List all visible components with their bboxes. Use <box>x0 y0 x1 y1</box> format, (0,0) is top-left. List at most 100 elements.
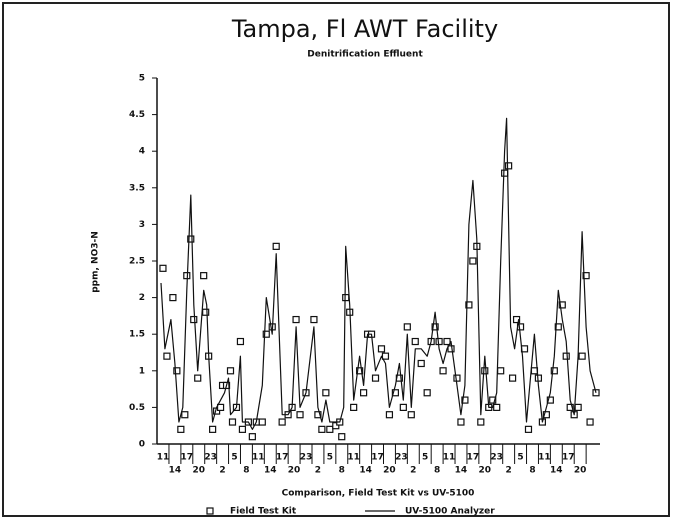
kit-marker <box>226 367 235 375</box>
legend-marker <box>206 507 214 515</box>
x-tick-label: 8 <box>339 466 345 476</box>
x-tick-label: 2 <box>505 466 511 476</box>
kit-marker <box>550 367 558 375</box>
y-tick-label: 2 <box>139 293 145 303</box>
x-tick-label: 11 <box>157 453 170 463</box>
kit-marker <box>447 345 455 353</box>
kit-marker <box>377 345 386 353</box>
kit-marker <box>439 367 447 375</box>
chart-subtitle: Denitrification Effluent <box>307 50 423 60</box>
x-tick-label: 23 <box>395 453 408 463</box>
kit-marker <box>461 396 469 404</box>
y-tick-label: 0 <box>139 440 145 450</box>
kit-marker <box>238 425 247 433</box>
y-axis-label: ppm, NO3-N <box>91 231 101 293</box>
x-tick-label: 20 <box>479 466 492 476</box>
kit-marker <box>403 323 411 331</box>
kit-marker <box>200 272 208 280</box>
x-tick-label: 17 <box>562 453 575 463</box>
x-tick-label: 20 <box>383 466 396 476</box>
kit-marker <box>399 403 407 411</box>
kit-marker <box>562 352 570 360</box>
kit-marker <box>173 367 181 375</box>
x-tick-label: 14 <box>455 466 468 476</box>
y-tick-label: 1 <box>139 366 145 376</box>
kit-marker <box>296 411 304 419</box>
kit-marker <box>443 337 451 346</box>
x-tick-label: 14 <box>359 466 372 476</box>
x-axis-label: Comparison, Field Test Kit vs UV-5100 <box>282 489 475 499</box>
kit-marker <box>469 257 477 265</box>
kit-marker <box>558 301 566 309</box>
kit-marker <box>342 294 350 302</box>
x-tick-label: 8 <box>529 466 535 476</box>
y-tick-label: 2.5 <box>129 257 145 267</box>
x-tick-label: 5 <box>517 453 523 463</box>
x-tick-label: 11 <box>443 453 456 463</box>
analyzer-line <box>160 117 597 430</box>
kit-marker <box>481 367 489 375</box>
x-tick-label: 20 <box>288 466 301 476</box>
x-tick-label: 17 <box>276 453 289 463</box>
x-tick-label: 11 <box>347 453 360 463</box>
kit-marker <box>371 374 380 382</box>
chart-title: Tampa, Fl AWT Facility <box>231 15 498 43</box>
kit-marker <box>512 315 521 324</box>
kit-marker <box>310 315 318 324</box>
kit-marker <box>216 403 225 411</box>
kit-marker <box>332 422 340 430</box>
kit-marker <box>586 418 594 426</box>
x-tick-label: 8 <box>434 466 440 476</box>
kit-marker <box>505 162 513 170</box>
x-tick-label: 17 <box>467 453 480 463</box>
kit-marker <box>187 235 195 243</box>
x-tick-label: 17 <box>371 453 384 463</box>
kit-marker <box>546 396 554 404</box>
kit-marker <box>508 374 517 382</box>
kit-marker <box>356 367 364 375</box>
frame <box>2 2 670 517</box>
x-tick-label: 14 <box>169 466 182 476</box>
kit-marker <box>322 389 330 397</box>
x-tick-label: 23 <box>300 453 313 463</box>
kit-marker <box>318 425 326 433</box>
y-tick-label: 1.5 <box>129 330 145 340</box>
x-tick-label: 14 <box>264 466 277 476</box>
kit-marker <box>338 433 346 441</box>
kit-marker <box>407 411 415 419</box>
x-tick-label: 20 <box>574 466 587 476</box>
x-tick-label: 2 <box>410 466 416 476</box>
kit-marker <box>292 315 300 324</box>
kit-marker <box>431 323 439 331</box>
legend-label: UV-5100 Analyzer <box>405 507 495 517</box>
kit-marker <box>574 403 582 411</box>
y-tick-label: 0.5 <box>129 403 145 413</box>
kit-marker <box>236 337 245 346</box>
kit-marker <box>578 352 586 360</box>
kit-marker <box>258 418 266 426</box>
kit-marker <box>493 403 501 411</box>
kit-marker <box>391 389 399 397</box>
y-tick-label: 4 <box>139 147 145 157</box>
kit-marker <box>350 403 358 411</box>
kit-marker <box>457 418 465 426</box>
kit-marker <box>177 425 185 433</box>
kit-marker <box>262 330 270 338</box>
y-tick-label: 4.5 <box>129 110 145 120</box>
kit-marker <box>163 352 171 360</box>
kit-marker <box>417 359 425 368</box>
x-tick-label: 5 <box>327 453 333 463</box>
kit-marker <box>497 367 505 375</box>
kit-marker <box>181 411 189 419</box>
x-tick-label: 23 <box>490 453 503 463</box>
kit-marker <box>385 411 394 419</box>
kit-marker <box>278 418 286 426</box>
x-tick-label: 14 <box>550 466 563 476</box>
kit-marker <box>465 301 473 309</box>
kit-marker <box>566 403 574 411</box>
kit-marker <box>360 389 368 397</box>
x-tick-label: 5 <box>422 453 428 463</box>
kit-marker <box>582 272 590 280</box>
